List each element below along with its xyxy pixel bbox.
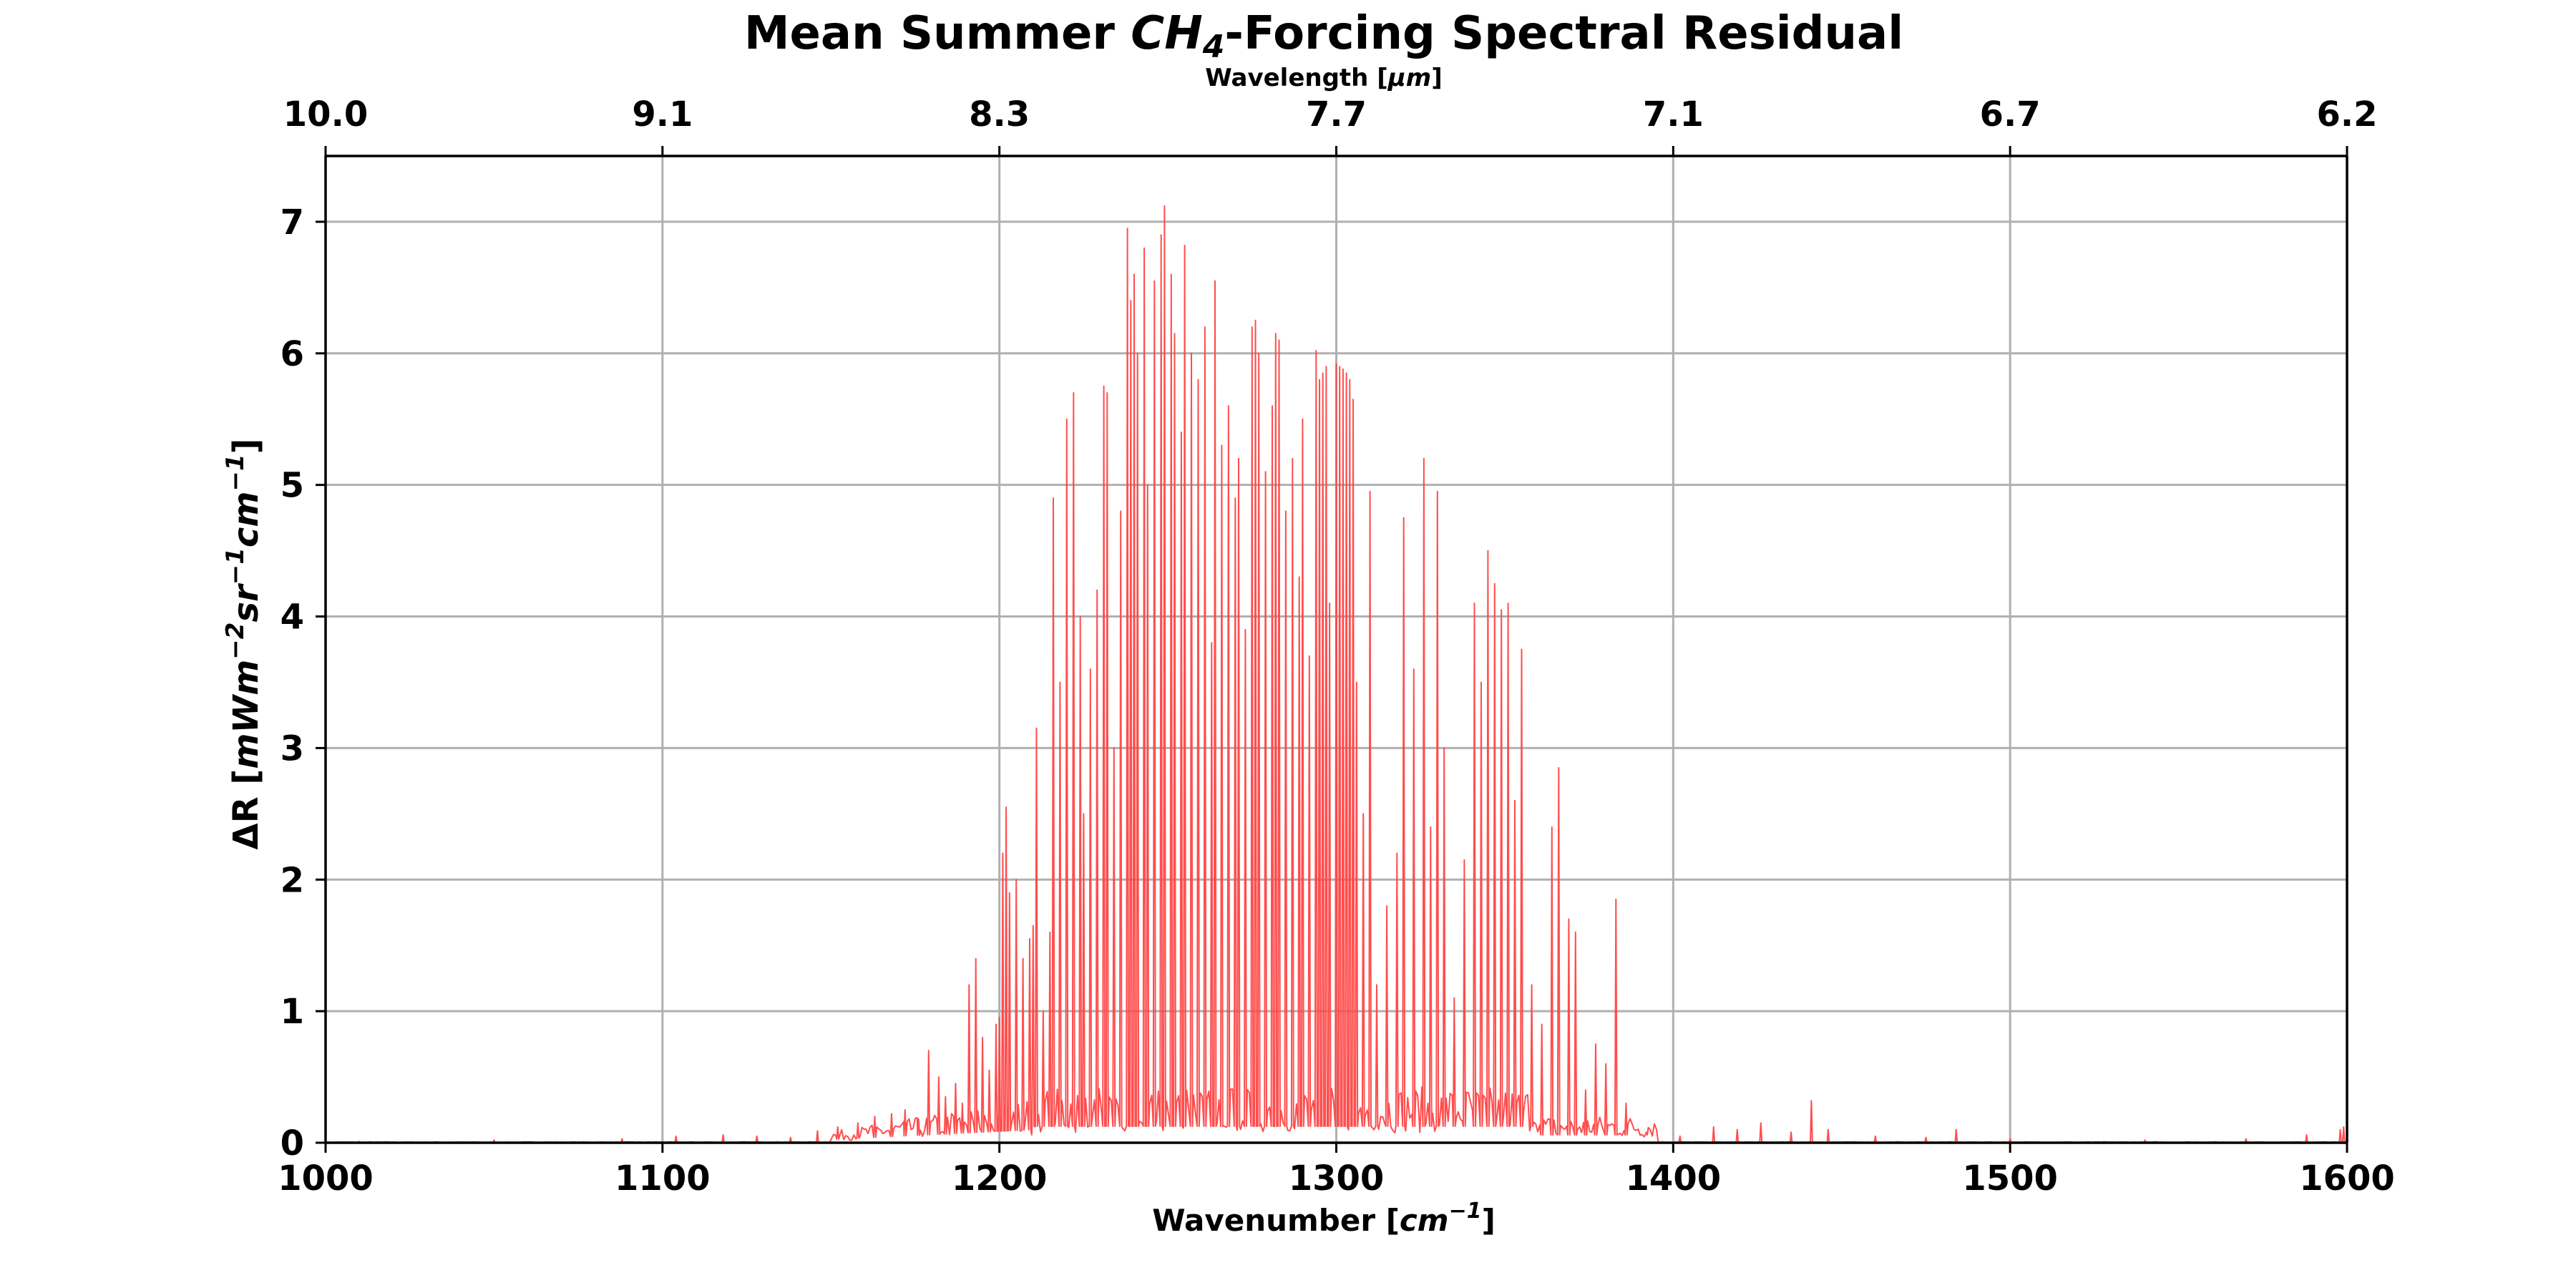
chart-title: Mean Summer CH4-Forcing Spectral Residua… (744, 7, 1903, 65)
tick-marks: 1000 1100 1200 1300 1400 1500 1600 10.0 9.1 8.3 7.… (278, 94, 2395, 1199)
y-tick-label: 5 (280, 466, 304, 506)
x2-tick-label: 6.2 (2316, 94, 2377, 135)
ylabel-part-2-superscript: −1 (221, 547, 250, 585)
x2-tick-label: 9.1 (632, 94, 693, 135)
title-species-subscript: 4 (1202, 29, 1225, 65)
title-prefix: Mean Summer (744, 7, 1131, 60)
xlabel-unit: cm (1400, 1203, 1449, 1238)
y-tick-label: 3 (280, 728, 304, 769)
y-tick-label: 0 (280, 1123, 304, 1163)
title-suffix: -Forcing Spectral Residual (1224, 7, 1903, 60)
y-tick-label: 1 (280, 992, 304, 1032)
x2label-unit: μm (1387, 64, 1431, 92)
title-species: CH (1131, 7, 1203, 60)
x-axis-label: Wavenumber [cm−1] (1152, 1199, 1496, 1238)
y-axis-label: ΔR [mWm−2sr−1cm−1] (221, 439, 266, 850)
x2label-text: Wavelength [ (1205, 64, 1388, 92)
x2-tick-label: 10.0 (283, 94, 368, 135)
ylabel-close: ] (226, 439, 266, 454)
x2-tick-label: 7.1 (1643, 94, 1704, 135)
x-tick-label: 1600 (2299, 1158, 2395, 1199)
ylabel-prefix: ΔR [ (226, 769, 266, 850)
xlabel-text: Wavenumber [ (1152, 1203, 1400, 1238)
secondary-x-axis-label: Wavelength [μm] (1205, 64, 1443, 92)
ylabel-part-1-superscript: −2 (221, 623, 250, 660)
x-tick-label: 1000 (278, 1158, 374, 1199)
ylabel-part-3-superscript: −1 (221, 454, 250, 492)
x2label-close: ] (1431, 64, 1443, 92)
ylabel-part-3: cm (226, 492, 266, 547)
y-tick-label: 2 (280, 860, 304, 900)
ylabel-part-2: sr (226, 582, 266, 623)
y-tick-label: 6 (280, 334, 304, 374)
y-tick-label: 7 (280, 203, 304, 243)
x-tick-label: 1300 (1289, 1158, 1385, 1199)
y-tick-label: 4 (280, 597, 304, 638)
x2-tick-label: 7.7 (1306, 94, 1367, 135)
xlabel-unit-superscript: −1 (1449, 1199, 1482, 1224)
x-tick-label: 1400 (1626, 1158, 1722, 1199)
x-tick-label: 1100 (615, 1158, 711, 1199)
x-tick-label: 1500 (1962, 1158, 2058, 1199)
ylabel-part-1: mWm (226, 660, 266, 769)
xlabel-close: ] (1482, 1203, 1496, 1238)
x2-tick-label: 6.7 (1980, 94, 2041, 135)
x2-tick-label: 8.3 (969, 94, 1030, 135)
x-tick-label: 1200 (952, 1158, 1048, 1199)
